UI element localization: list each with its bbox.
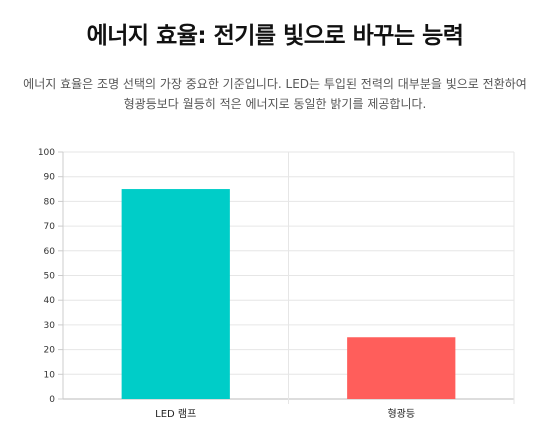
y-tick-label-100: 100 xyxy=(38,148,55,158)
x-category-label-0: LED 램프 xyxy=(155,408,196,420)
y-tick-label-80: 80 xyxy=(44,197,56,207)
y-tick-label-60: 60 xyxy=(44,247,56,257)
bars xyxy=(121,189,456,399)
y-tick-label-90: 90 xyxy=(44,173,56,183)
axes xyxy=(58,151,63,400)
y-tick-label-50: 50 xyxy=(44,272,56,282)
page-title: 에너지 효율: 전기를 빛으로 바꾸는 능력 xyxy=(86,23,464,49)
y-tick-label-0: 0 xyxy=(49,395,55,405)
x-category-label-1: 형광등 xyxy=(387,408,415,420)
y-tick-label-70: 70 xyxy=(44,222,56,232)
bar-led xyxy=(121,189,230,399)
y-tick-label-20: 20 xyxy=(44,346,56,356)
y-tick-label-30: 30 xyxy=(44,321,56,331)
bar-fluorescent xyxy=(347,337,456,399)
labels: 0 10 20 30 40 50 60 70 80 90 100 LED 램프 형광등 xyxy=(38,148,415,420)
y-tick-label-10: 10 xyxy=(44,370,56,380)
y-tick-label-40: 40 xyxy=(44,296,56,306)
page-subtitle: 에너지 효율은 조명 선택의 가장 중요한 기준입니다. LED는 투입된 전력… xyxy=(23,77,527,111)
